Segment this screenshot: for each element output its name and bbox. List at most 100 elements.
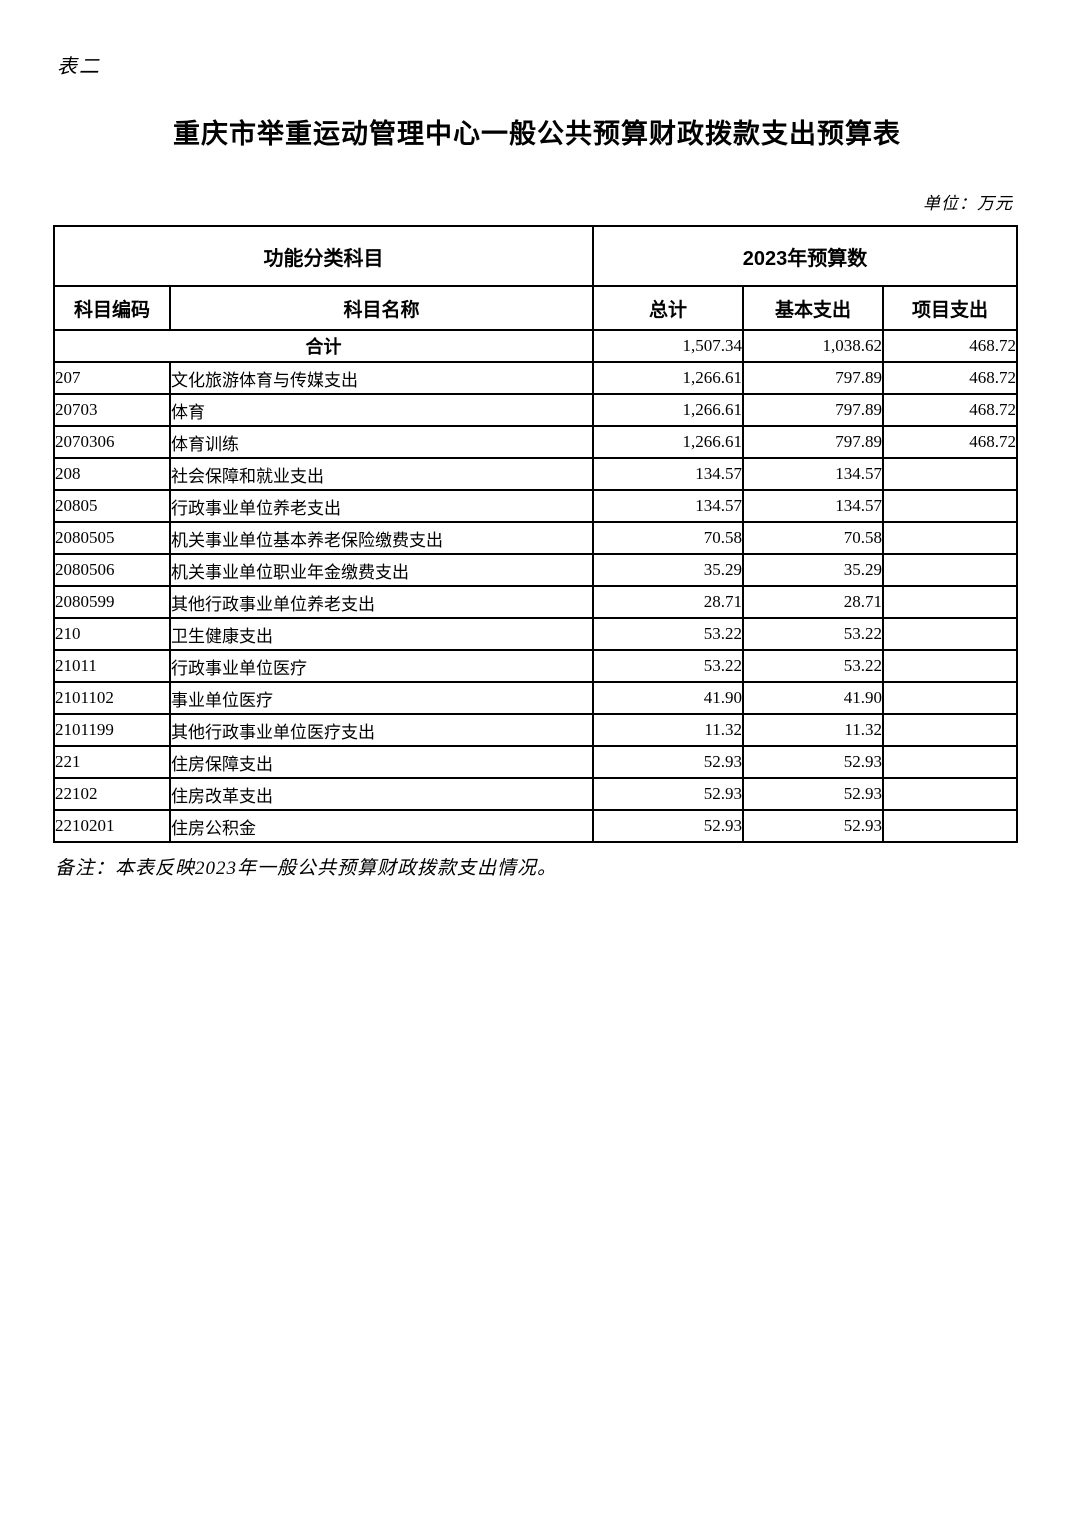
subject-code-cell: 2070306 (53, 425, 171, 459)
subject-name-cell: 机关事业单位职业年金缴费支出 (169, 553, 594, 587)
table-row: 2210201 住房公积金 52.93 52.93 (53, 809, 1019, 843)
subject-name-cell: 住房公积金 (169, 809, 594, 843)
subject-name-cell: 卫生健康支出 (169, 617, 594, 651)
basic-expenditure-value-cell: 797.89 (742, 361, 884, 395)
project-expenditure-value-cell (881, 649, 1019, 683)
basic-expenditure-value-cell: 1,038.62 (742, 329, 884, 363)
subject-name-cell: 住房改革支出 (169, 777, 594, 811)
total-value-cell: 53.22 (592, 649, 744, 683)
subject-code-cell: 22102 (53, 777, 171, 811)
subject-name-cell: 体育 (169, 393, 594, 427)
basic-expenditure-value-cell: 28.71 (742, 585, 884, 619)
project-expenditure-value-cell (881, 745, 1019, 779)
subject-name-cell: 体育训练 (169, 425, 594, 459)
subject-code-cell: 2080599 (53, 585, 171, 619)
subject-name-cell: 社会保障和就业支出 (169, 457, 594, 491)
total-value-cell: 1,266.61 (592, 425, 744, 459)
table-row: 208 社会保障和就业支出 134.57 134.57 (53, 457, 1019, 491)
table-row-total: 合计 1,507.34 1,038.62 468.72 (53, 329, 1019, 363)
subject-code-cell: 2080506 (53, 553, 171, 587)
basic-expenditure-value-cell: 53.22 (742, 649, 884, 683)
table-row: 2101102 事业单位医疗 41.90 41.90 (53, 681, 1019, 715)
project-expenditure-value-cell: 468.72 (881, 425, 1019, 459)
project-expenditure-value-cell (881, 777, 1019, 811)
basic-expenditure-value-cell: 797.89 (742, 425, 884, 459)
table-body: 合计 1,507.34 1,038.62 468.72 207 文化旅游体育与传媒支出 1,… (53, 329, 1019, 843)
project-expenditure-value-cell (881, 553, 1019, 587)
subject-code-cell: 208 (53, 457, 171, 491)
table-row: 20703 体育 1,266.61 797.89 468.72 (53, 393, 1019, 427)
column-header-subject-code: 科目编码 (53, 285, 171, 331)
project-expenditure-value-cell (881, 809, 1019, 843)
group-header-function-classification: 功能分类科目 (53, 225, 594, 287)
project-expenditure-value-cell: 468.72 (881, 329, 1019, 363)
basic-expenditure-value-cell: 52.93 (742, 809, 884, 843)
subject-name-cell: 住房保障支出 (169, 745, 594, 779)
basic-expenditure-value-cell: 134.57 (742, 457, 884, 491)
basic-expenditure-value-cell: 52.93 (742, 745, 884, 779)
total-value-cell: 70.58 (592, 521, 744, 555)
table-row: 2070306 体育训练 1,266.61 797.89 468.72 (53, 425, 1019, 459)
subject-name-cell: 机关事业单位基本养老保险缴费支出 (169, 521, 594, 555)
basic-expenditure-value-cell: 70.58 (742, 521, 884, 555)
basic-expenditure-value-cell: 797.89 (742, 393, 884, 427)
table-row: 2080599 其他行政事业单位养老支出 28.71 28.71 (53, 585, 1019, 619)
table-row: 2080505 机关事业单位基本养老保险缴费支出 70.58 70.58 (53, 521, 1019, 555)
table-group-header-row: 功能分类科目 2023年预算数 (53, 225, 1019, 287)
column-header-basic-expenditure: 基本支出 (742, 285, 884, 331)
project-expenditure-value-cell (881, 457, 1019, 491)
table-row: 2101199 其他行政事业单位医疗支出 11.32 11.32 (53, 713, 1019, 747)
table-row: 20805 行政事业单位养老支出 134.57 134.57 (53, 489, 1019, 523)
table-row: 207 文化旅游体育与传媒支出 1,266.61 797.89 468.72 (53, 361, 1019, 395)
subject-code-cell: 207 (53, 361, 171, 395)
table-column-header-row: 科目编码 科目名称 总计 基本支出 项目支出 (53, 285, 1019, 331)
table-number-label: 表二 (57, 56, 101, 78)
subject-code-cell: 221 (53, 745, 171, 779)
basic-expenditure-value-cell: 35.29 (742, 553, 884, 587)
total-value-cell: 1,266.61 (592, 361, 744, 395)
project-expenditure-value-cell: 468.72 (881, 393, 1019, 427)
project-expenditure-value-cell (881, 521, 1019, 555)
subject-code-cell: 21011 (53, 649, 171, 683)
subject-name-cell: 行政事业单位医疗 (169, 649, 594, 683)
total-value-cell: 28.71 (592, 585, 744, 619)
basic-expenditure-value-cell: 134.57 (742, 489, 884, 523)
page-title: 重庆市举重运动管理中心一般公共预算财政拨款支出预算表 (173, 119, 901, 149)
subject-name-cell: 行政事业单位养老支出 (169, 489, 594, 523)
table-row: 22102 住房改革支出 52.93 52.93 (53, 777, 1019, 811)
subject-code-cell: 210 (53, 617, 171, 651)
table-row: 221 住房保障支出 52.93 52.93 (53, 745, 1019, 779)
total-value-cell: 52.93 (592, 809, 744, 843)
group-header-2023-budget: 2023年预算数 (591, 225, 1019, 287)
total-value-cell: 134.57 (592, 457, 744, 491)
table-row: 21011 行政事业单位医疗 53.22 53.22 (53, 649, 1019, 683)
total-value-cell: 134.57 (592, 489, 744, 523)
project-expenditure-value-cell (881, 681, 1019, 715)
project-expenditure-value-cell (881, 617, 1019, 651)
table-row: 2080506 机关事业单位职业年金缴费支出 35.29 35.29 (53, 553, 1019, 587)
total-value-cell: 52.93 (592, 777, 744, 811)
basic-expenditure-value-cell: 41.90 (742, 681, 884, 715)
unit-note: 单位：万元 (923, 194, 1013, 213)
total-value-cell: 35.29 (592, 553, 744, 587)
total-value-cell: 1,507.34 (592, 329, 744, 363)
subject-code-cell: 2210201 (53, 809, 171, 843)
table-row: 210 卫生健康支出 53.22 53.22 (53, 617, 1019, 651)
column-header-project-expenditure: 项目支出 (881, 285, 1019, 331)
total-value-cell: 1,266.61 (592, 393, 744, 427)
footer-note: 备注：本表反映2023年一般公共预算财政拨款支出情况。 (55, 858, 558, 879)
subject-code-cell: 20703 (53, 393, 171, 427)
project-expenditure-value-cell (881, 489, 1019, 523)
total-value-cell: 53.22 (592, 617, 744, 651)
column-header-subject-name: 科目名称 (169, 285, 594, 331)
basic-expenditure-value-cell: 53.22 (742, 617, 884, 651)
total-value-cell: 41.90 (592, 681, 744, 715)
total-value-cell: 11.32 (592, 713, 744, 747)
total-row-label: 合计 (53, 329, 594, 363)
subject-code-cell: 2101102 (53, 681, 171, 715)
basic-expenditure-value-cell: 52.93 (742, 777, 884, 811)
subject-code-cell: 2101199 (53, 713, 171, 747)
budget-table: 功能分类科目 2023年预算数 科目编码 科目名称 总计 基本支出 项目支出 合… (53, 225, 1019, 843)
subject-name-cell: 其他行政事业单位养老支出 (169, 585, 594, 619)
project-expenditure-value-cell (881, 713, 1019, 747)
